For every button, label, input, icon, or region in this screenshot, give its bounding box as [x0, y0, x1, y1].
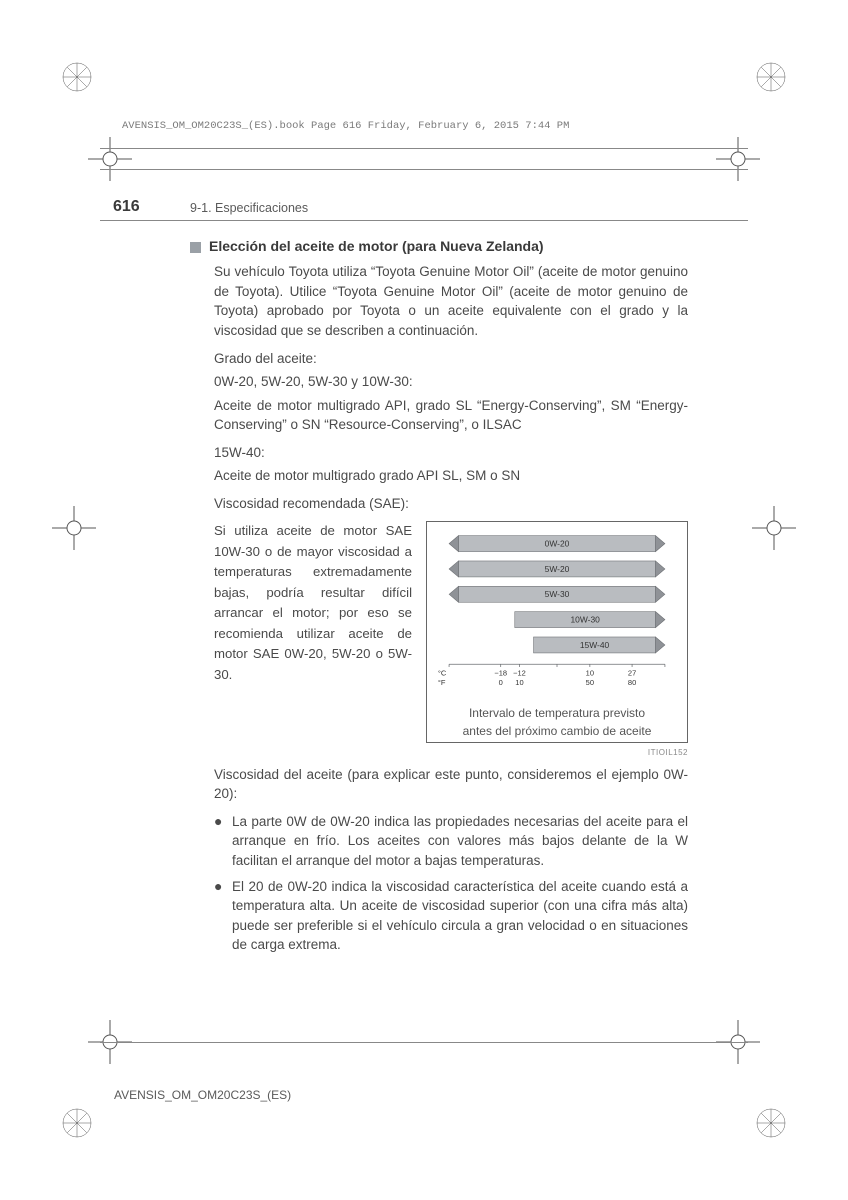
bullet-list: ●La parte 0W de 0W-20 indica las propied…: [214, 812, 688, 955]
chart-caption-l2: antes del próximo cambio de aceite: [463, 724, 652, 738]
reg-mark-br: [754, 1106, 788, 1140]
svg-text:10: 10: [586, 669, 594, 678]
heading-row: Elección del aceite de motor (para Nueva…: [190, 236, 688, 256]
grades-desc: Aceite de motor multigrado API, grado SL…: [214, 396, 688, 435]
svg-text:°F: °F: [438, 678, 446, 687]
bullet-dot-icon: ●: [214, 877, 232, 955]
bullet-text: El 20 de 0W-20 indica la viscosidad cara…: [232, 877, 688, 955]
header-rule: [100, 148, 748, 170]
svg-text:27: 27: [628, 669, 636, 678]
viscosity-label: Viscosidad recomendada (SAE):: [214, 494, 688, 514]
svg-text:10W-30: 10W-30: [570, 615, 600, 625]
footer: AVENSIS_OM_OM20C23S_(ES): [114, 1088, 291, 1102]
svg-text:°C: °C: [438, 669, 447, 678]
grade-label: Grado del aceite:: [214, 349, 688, 369]
section-path: 9-1. Especificaciones: [190, 201, 308, 215]
viscosity-explain: Viscosidad del aceite (para explicar est…: [214, 765, 688, 804]
reg-mark-tr: [754, 60, 788, 94]
crosshair-side-left: [52, 506, 96, 550]
svg-text:5W-20: 5W-20: [545, 564, 570, 574]
viscosity-chart: 0W-205W-205W-3010W-3015W-40−180−12101050…: [426, 521, 688, 743]
body-content: Elección del aceite de motor (para Nueva…: [190, 236, 688, 961]
intro-paragraph: Su vehículo Toyota utiliza “Toyota Genui…: [214, 262, 688, 340]
svg-text:15W-40: 15W-40: [580, 640, 610, 650]
svg-text:−12: −12: [513, 669, 526, 678]
crosshair-side-right: [752, 506, 796, 550]
image-id: ITIOIL152: [426, 747, 688, 759]
grades-line: 0W-20, 5W-20, 5W-30 y 10W-30:: [214, 372, 688, 392]
bullet-item: ●La parte 0W de 0W-20 indica las propied…: [214, 812, 688, 871]
footer-rule: [100, 1042, 748, 1043]
reg-mark-bl: [60, 1106, 94, 1140]
svg-text:0W-20: 0W-20: [545, 539, 570, 549]
heading-bullet-icon: [190, 242, 201, 253]
viscosity-chart-box: 0W-205W-205W-3010W-3015W-40−180−12101050…: [426, 521, 688, 758]
viscosity-row: Si utiliza aceite de motor SAE 10W-30 o …: [214, 521, 688, 758]
svg-text:0: 0: [499, 678, 503, 687]
reg-mark-tl: [60, 60, 94, 94]
svg-text:5W-30: 5W-30: [545, 590, 570, 600]
svg-text:80: 80: [628, 678, 636, 687]
grade2-desc: Aceite de motor multigrado grado API SL,…: [214, 466, 688, 486]
page-number: 616: [113, 198, 140, 216]
section-rule: [100, 220, 748, 221]
bullet-dot-icon: ●: [214, 812, 232, 871]
svg-text:50: 50: [586, 678, 594, 687]
viscosity-chart-svg: 0W-205W-205W-3010W-3015W-40−180−12101050…: [435, 530, 679, 699]
svg-text:10: 10: [515, 678, 523, 687]
bullet-item: ●El 20 de 0W-20 indica la viscosidad car…: [214, 877, 688, 955]
bullet-text: La parte 0W de 0W-20 indica las propieda…: [232, 812, 688, 871]
chart-caption-l1: Intervalo de temperatura previsto: [469, 706, 645, 720]
chart-caption: Intervalo de temperatura previsto antes …: [435, 705, 679, 740]
heading: Elección del aceite de motor (para Nueva…: [209, 236, 544, 256]
header-meta: AVENSIS_OM_OM20C23S_(ES).book Page 616 F…: [122, 120, 569, 132]
viscosity-paragraph: Si utiliza aceite de motor SAE 10W-30 o …: [214, 521, 412, 758]
grade2-line: 15W-40:: [214, 443, 688, 463]
svg-text:−18: −18: [494, 669, 507, 678]
